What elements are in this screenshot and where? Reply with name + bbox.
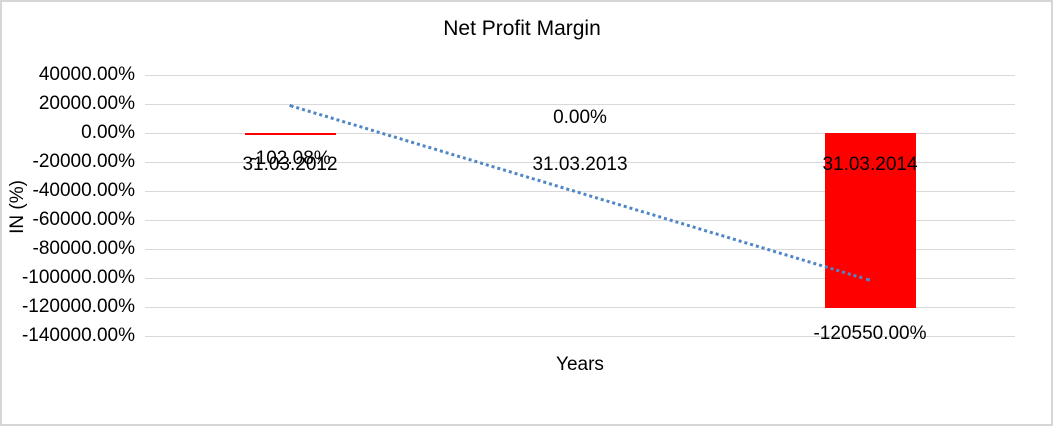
gridline	[145, 103, 1015, 105]
y-axis-tick-label: -140000.00%	[21, 325, 135, 346]
y-axis-tick-label: -60000.00%	[32, 209, 135, 230]
data-label: 0.00%	[553, 107, 607, 128]
gridline	[145, 161, 1015, 163]
category-label: 31.03.2014	[822, 154, 918, 175]
gridline	[145, 219, 1015, 221]
gridline	[145, 190, 1015, 192]
y-axis-tick-label: -40000.00%	[32, 180, 135, 201]
x-axis-title: Years	[556, 354, 604, 375]
gridline	[145, 306, 1015, 308]
category-label: 31.03.2012	[242, 154, 338, 175]
gridline	[145, 248, 1015, 250]
chart-title: Net Profit Margin	[443, 17, 601, 40]
gridline	[145, 335, 1015, 337]
y-axis-tick-label: -100000.00%	[21, 267, 135, 288]
gridline	[145, 74, 1015, 76]
y-axis-tick-label: 20000.00%	[38, 93, 135, 114]
data-label: -102.08%	[249, 148, 331, 170]
y-axis-tick-label: 0.00%	[81, 122, 135, 143]
gridline	[145, 132, 1015, 134]
bar-31.03.2012[interactable]	[244, 133, 336, 135]
y-axis-tick-label: -80000.00%	[32, 238, 135, 259]
y-axis-tick-label: 40000.00%	[38, 64, 135, 85]
category-label: 31.03.2013	[532, 154, 628, 175]
trendline[interactable]	[289, 104, 870, 282]
y-axis-tick-label: -20000.00%	[32, 151, 135, 172]
data-label: -120550.00%	[813, 322, 927, 344]
bar-31.03.2014[interactable]	[824, 133, 916, 308]
gridline	[145, 277, 1015, 279]
y-axis-tick-label: -120000.00%	[21, 296, 135, 317]
